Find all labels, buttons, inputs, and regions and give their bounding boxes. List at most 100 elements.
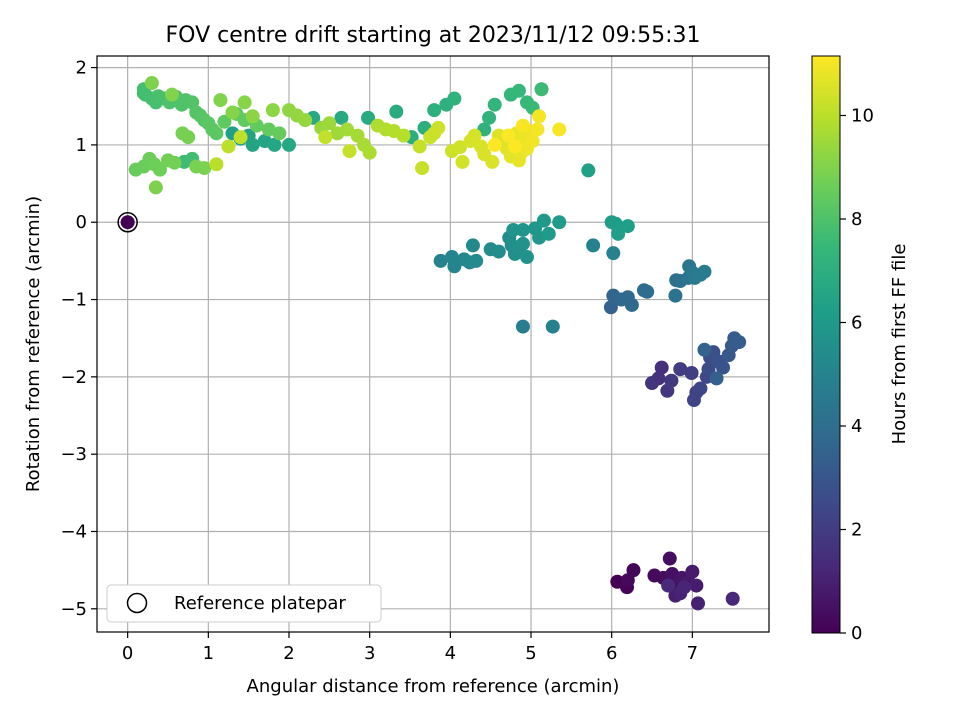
data-point [318,130,333,145]
data-point [221,139,236,154]
data-point [245,137,260,152]
data-point [487,97,502,112]
chart-title: FOV centre drift starting at 2023/11/12 … [166,23,701,48]
y-axis-label: Rotation from reference (arcmin) [23,196,44,492]
data-point [662,551,677,566]
data-point [603,300,618,315]
data-point [469,253,484,268]
plot-background [97,56,769,632]
data-point [545,319,560,334]
data-point [661,578,676,593]
data-point [209,126,224,141]
data-point [552,215,567,230]
data-point [701,362,716,377]
y-tick-label: 1 [76,135,87,156]
data-point [396,128,411,143]
data-point [684,365,699,380]
data-point [197,161,212,176]
data-point [606,246,621,261]
colorbar-tick-label: 2 [851,520,862,541]
y-tick-label: −1 [60,290,87,311]
legend-label-reference-platepar: Reference platepar [174,593,346,614]
data-point [668,288,683,303]
data-point [144,76,159,91]
data-point [487,137,502,152]
data-point [732,335,747,350]
data-points [117,76,747,611]
data-point [552,122,567,137]
data-point [322,116,337,131]
data-point [267,137,282,152]
data-point [233,130,248,145]
data-point [685,564,700,579]
colorbar: 0 2 4 6 8 10 Hours from first FF file [811,55,910,644]
y-tick-label: −5 [60,599,87,620]
data-point [530,122,545,137]
data-point [491,244,506,259]
plot-area: 0 1 2 3 4 5 6 7 −5 −4 −3 −2 −1 0 1 2 [60,55,770,664]
colorbar-tick-label: 10 [851,106,874,127]
data-point [686,393,701,408]
plot-frame [96,55,770,633]
data-point [415,161,430,176]
data-point [453,140,468,155]
x-tick-label: 2 [283,643,294,664]
legend: Reference platepar [106,584,382,623]
data-point [362,145,377,160]
data-point [165,87,180,102]
colorbar-tick-label: 6 [851,313,862,334]
data-point [689,578,704,593]
y-tick-label: −4 [60,521,87,542]
y-tick-label: −2 [60,367,87,388]
data-point [697,342,712,357]
data-point [482,110,497,125]
colorbar-gradient [811,55,841,634]
reference-platepar-marker [117,211,138,233]
x-tick-label: 5 [525,643,536,664]
reference-point [120,215,135,230]
data-point [265,103,280,118]
x-tick-label: 0 [122,643,133,664]
data-point [581,163,596,178]
data-point [624,297,639,312]
data-point [447,91,462,106]
data-point [654,360,669,375]
data-point [716,360,731,375]
data-point [465,238,480,253]
data-point [536,213,551,228]
data-point [148,180,163,195]
data-point [697,264,712,279]
data-point [507,139,522,154]
data-point [272,126,287,141]
data-point [506,222,521,237]
data-point [334,110,349,125]
y-axis-ticks: −5 −4 −3 −2 −1 0 1 2 [60,58,97,620]
data-point [342,144,357,159]
colorbar-ticks: 0 2 4 6 8 10 [840,106,874,644]
data-point [298,113,313,128]
colorbar-tick-label: 0 [851,623,862,644]
data-point [620,573,635,588]
data-point [181,130,196,145]
data-point [467,128,482,143]
data-point [152,162,167,177]
x-tick-label: 4 [445,643,456,664]
data-point [455,154,470,169]
data-point [534,82,549,97]
data-point [532,109,547,124]
colorbar-tick-label: 4 [851,416,862,437]
data-point [725,591,740,606]
data-point [677,580,692,595]
data-point [361,110,376,125]
y-tick-label: 2 [76,58,87,79]
data-point [586,238,601,253]
x-tick-label: 1 [203,643,214,664]
colorbar-tick-label: 8 [851,209,862,230]
data-point [340,122,355,137]
data-point [541,226,556,241]
legend-marker-reference-platepar [126,592,148,614]
data-point [237,95,252,110]
y-tick-label: 0 [76,212,87,233]
data-point [515,319,530,334]
x-axis-ticks: 0 1 2 3 4 5 6 7 [122,632,698,664]
